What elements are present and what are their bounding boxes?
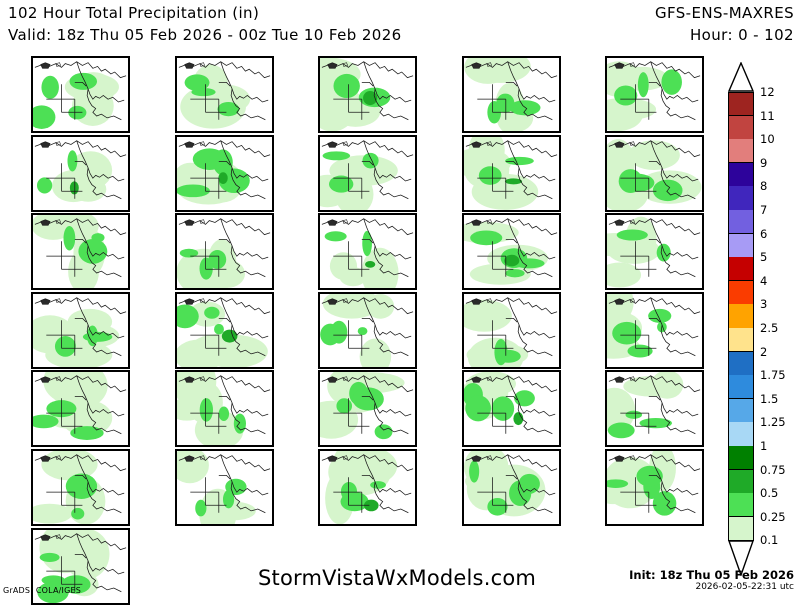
map-panel[interactable]	[31, 213, 130, 291]
map-panel[interactable]	[318, 134, 418, 212]
colorbar-label-1.25: 1.25	[760, 415, 786, 430]
colorbar-label-7: 7	[760, 203, 768, 217]
colorbar-band-5	[728, 257, 754, 282]
map-panel[interactable]	[31, 134, 130, 212]
colorbar-band-1.75	[728, 375, 754, 400]
colorbar-label-0.25: 0.25	[760, 509, 786, 524]
colorbar-band-10	[728, 139, 754, 164]
colorbar-label-3: 3	[760, 297, 768, 312]
colorbar-band-1	[728, 446, 754, 471]
init-time-label: Init: 18z Thu 05 Feb 2026	[629, 568, 794, 582]
colorbar-label-5: 5	[760, 250, 768, 265]
map-panel[interactable]	[31, 291, 130, 369]
colorbar-label-11: 11	[760, 108, 775, 123]
map-panel[interactable]	[605, 291, 705, 369]
colorbar-label-2.5: 2.5	[760, 321, 779, 335]
colorbar-label-12: 12	[760, 85, 775, 99]
colorbar-label-1.75: 1.75	[760, 368, 786, 383]
colorbar-band-8	[728, 186, 754, 211]
colorbar-band-7	[728, 210, 754, 235]
colorbar-band-0.5	[728, 493, 754, 518]
colorbar-label-0.5: 0.5	[760, 486, 779, 501]
map-panel[interactable]	[461, 291, 561, 369]
map-panel[interactable]	[174, 291, 274, 369]
colorbar-band-2	[728, 351, 754, 376]
precipitation-colorbar: 12 11 10 9 8 7 6 5 4 3 2.5 2 1.75 1.5 1.25 1 0.75 0.5 0.25…	[727, 60, 796, 580]
colorbar-label-10: 10	[760, 132, 775, 147]
page-title: 102 Hour Total Precipitation (in)	[8, 4, 260, 22]
valid-time-label: Valid: 18z Thu 05 Feb 2026 - 00z Tue 10 …	[8, 26, 402, 44]
map-panel[interactable]	[461, 449, 561, 526]
map-panel[interactable]	[31, 527, 130, 605]
grads-attribution: GrADS: COLA/IGES	[3, 586, 82, 595]
map-panel[interactable]	[174, 134, 274, 212]
map-panel[interactable]	[318, 291, 418, 369]
map-panel[interactable]	[31, 56, 130, 133]
map-panel[interactable]	[605, 370, 705, 448]
map-panel[interactable]	[461, 213, 561, 291]
map-panel[interactable]	[318, 56, 418, 133]
colorbar-band-0.75	[728, 469, 754, 494]
colorbar-bottom-arrow	[728, 540, 754, 578]
chart-header: 102 Hour Total Precipitation (in) Valid:…	[0, 0, 800, 50]
generation-timestamp: 2026-02-05-22:31 utc	[695, 582, 794, 592]
colorbar-band-1.25	[728, 422, 754, 447]
map-panel[interactable]	[318, 370, 418, 448]
colorbar-band-6	[728, 233, 754, 258]
colorbar-band-2.5	[728, 328, 754, 353]
colorbar-top-arrow	[727, 61, 755, 92]
colorbar-band-11	[728, 115, 754, 140]
ensemble-panel-grid	[31, 56, 705, 605]
colorbar-label-1: 1	[760, 439, 768, 453]
map-panel[interactable]	[605, 56, 705, 133]
colorbar-label-2: 2	[760, 344, 768, 359]
colorbar-label-4: 4	[760, 273, 768, 288]
colorbar-band-3	[728, 304, 754, 329]
colorbar-band-12	[728, 92, 754, 117]
site-credit: StormVistaWxModels.com	[258, 566, 537, 590]
map-panel[interactable]	[461, 134, 561, 212]
forecast-hour-label: Hour: 0 - 102	[689, 26, 794, 44]
colorbar-label-0.75: 0.75	[760, 462, 786, 477]
colorbar-band-4	[728, 280, 754, 305]
colorbar-label-6: 6	[760, 226, 768, 241]
map-panel[interactable]	[174, 213, 274, 291]
map-panel[interactable]	[605, 449, 705, 526]
colorbar-label-9: 9	[760, 155, 768, 170]
map-panel[interactable]	[174, 56, 274, 133]
colorbar-label-8: 8	[760, 179, 768, 194]
map-panel[interactable]	[174, 449, 274, 526]
colorbar-label-0.1: 0.1	[760, 533, 779, 548]
map-panel[interactable]	[318, 213, 418, 291]
model-name-label: GFS-ENS-MAXRES	[654, 4, 794, 22]
map-panel[interactable]	[174, 370, 274, 448]
colorbar-band-9	[728, 162, 754, 187]
map-panel[interactable]	[605, 213, 705, 291]
colorbar-label-1.5: 1.5	[760, 391, 779, 406]
colorbar-band-0.25	[728, 516, 754, 541]
map-panel[interactable]	[605, 134, 705, 212]
map-panel[interactable]	[318, 449, 418, 526]
map-panel[interactable]	[461, 370, 561, 448]
colorbar-band-1.5	[728, 398, 754, 423]
map-panel[interactable]	[461, 56, 561, 133]
map-panel[interactable]	[31, 370, 130, 448]
map-panel[interactable]	[31, 449, 130, 526]
